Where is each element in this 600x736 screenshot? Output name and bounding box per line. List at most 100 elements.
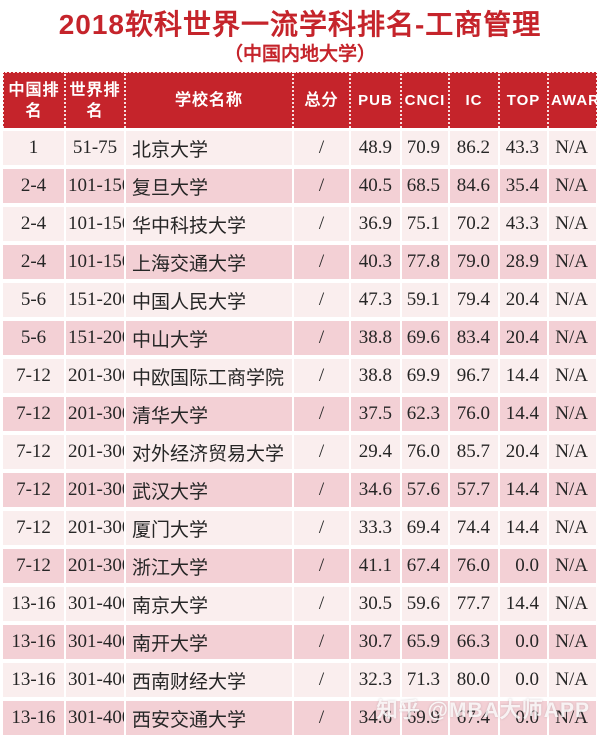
col-header-top: TOP <box>499 71 549 131</box>
cell-pub: 34.6 <box>350 471 402 511</box>
cell-cn-rank: 13-16 <box>3 585 66 625</box>
table-row: 2-4 101-150 上海交通大学/40.3 77.8 79.0 28.9 N/A <box>3 243 598 283</box>
cell-world-rank: 151-200 <box>65 281 126 321</box>
header-row: 中国排名 世界排名 学校名称 总分 PUB CNCI IC TOP AWARD <box>2 71 600 131</box>
table-row: 2-4 101-150 华中科技大学/36.9 75.1 70.2 43.3 N/A <box>3 205 598 245</box>
cell-award: N/A <box>548 471 598 511</box>
cell-top: 14.4 <box>499 357 549 397</box>
page-subtitle: （中国内地大学） <box>223 44 376 65</box>
cell-cnci: 59.6 <box>401 585 450 625</box>
cell-top: 0.0 <box>499 547 549 587</box>
cell-cnci: 69.6 <box>401 319 450 359</box>
cell-school-name: 南京大学 <box>125 585 294 625</box>
cell-cnci: 76.0 <box>401 433 450 473</box>
cell-award: N/A <box>548 433 598 473</box>
cell-cn-rank: 7-12 <box>3 357 66 397</box>
col-header-cn-rank: 中国排名 <box>2 71 66 131</box>
cell-pub: 33.3 <box>350 509 402 549</box>
cell-cnci: 67.4 <box>401 547 450 587</box>
cell-pub: 29.4 <box>350 433 402 473</box>
cell-cn-rank: 7-12 <box>3 471 66 511</box>
table-row: 13-16 301-400 西安交通大学/34.6 69.9 67.4 0.0 N/A <box>3 699 598 736</box>
cell-cn-rank: 5-6 <box>3 319 66 359</box>
cell-total-score: / <box>293 319 351 359</box>
title-block: 2018软科世界一流学科排名-工商管理 （中国内地大学） <box>0 0 600 71</box>
cell-cn-rank: 7-12 <box>3 509 66 549</box>
cell-total-score: / <box>293 243 351 283</box>
table-row: 13-16 301-400 南开大学/30.7 65.9 66.3 0.0 N/A <box>3 623 598 663</box>
table-row: 7-12 201-300 清华大学/37.5 62.3 76.0 14.4 N/A <box>3 395 598 435</box>
cell-top: 43.3 <box>499 129 549 169</box>
cell-school-name: 中国人民大学 <box>125 281 294 321</box>
cell-award: N/A <box>548 661 598 701</box>
cell-total-score: / <box>293 281 351 321</box>
col-header-pub: PUB <box>350 71 402 131</box>
cell-cnci: 77.8 <box>401 243 450 283</box>
cell-ic: 66.3 <box>449 623 500 663</box>
cell-cnci: 62.3 <box>401 395 450 435</box>
cell-top: 28.9 <box>499 243 549 283</box>
cell-cn-rank: 2-4 <box>3 243 66 283</box>
cell-pub: 48.9 <box>350 129 402 169</box>
table-row: 5-6 151-200 中国人民大学/47.3 59.1 79.4 20.4 N/A <box>3 281 598 321</box>
cell-award: N/A <box>548 547 598 587</box>
cell-world-rank: 301-400 <box>65 661 126 701</box>
cell-award: N/A <box>548 129 598 169</box>
cell-world-rank: 301-400 <box>65 585 126 625</box>
cell-award: N/A <box>548 395 598 435</box>
col-header-ic: IC <box>449 71 500 131</box>
cell-top: 14.4 <box>499 471 549 511</box>
ranking-table-body: 1 51-75 北京大学/48.9 70.9 86.2 43.3 N/A 2-4 101-150… <box>3 129 598 736</box>
table-row: 7-12 201-300 对外经济贸易大学/29.4 76.0 85.7 20.4 N/A <box>3 433 598 473</box>
cell-cnci: 59.1 <box>401 281 450 321</box>
table-row: 2-4 101-150 复旦大学/40.5 68.5 84.6 35.4 N/A <box>3 167 598 207</box>
cell-pub: 30.5 <box>350 585 402 625</box>
col-header-total-score: 总分 <box>293 71 351 131</box>
cell-total-score: / <box>293 547 351 587</box>
cell-world-rank: 301-400 <box>65 623 126 663</box>
cell-total-score: / <box>293 623 351 663</box>
cell-school-name: 西南财经大学 <box>125 661 294 701</box>
cell-ic: 70.2 <box>449 205 500 245</box>
cell-top: 43.3 <box>499 205 549 245</box>
table-row: 13-16 301-400 南京大学/30.5 59.6 77.7 14.4 N/A <box>3 585 598 625</box>
table-row: 1 51-75 北京大学/48.9 70.9 86.2 43.3 N/A <box>3 129 598 169</box>
cell-pub: 34.6 <box>350 699 402 736</box>
cell-award: N/A <box>548 585 598 625</box>
cell-cn-rank: 2-4 <box>3 167 66 207</box>
cell-award: N/A <box>548 623 598 663</box>
cell-award: N/A <box>548 509 598 549</box>
cell-cnci: 65.9 <box>401 623 450 663</box>
cell-cnci: 71.3 <box>401 661 450 701</box>
cell-total-score: / <box>293 205 351 245</box>
cell-cn-rank: 13-16 <box>3 623 66 663</box>
cell-school-name: 南开大学 <box>125 623 294 663</box>
cell-top: 35.4 <box>499 167 549 207</box>
cell-ic: 80.0 <box>449 661 500 701</box>
table-row: 7-12 201-300 厦门大学/33.3 69.4 74.4 14.4 N/A <box>3 509 598 549</box>
cell-school-name: 武汉大学 <box>125 471 294 511</box>
cell-cn-rank: 2-4 <box>3 205 66 245</box>
cell-total-score: / <box>293 699 351 736</box>
cell-world-rank: 201-300 <box>65 395 126 435</box>
table-row: 7-12 201-300 浙江大学/41.1 67.4 76.0 0.0 N/A <box>3 547 598 587</box>
cell-award: N/A <box>548 699 598 736</box>
cell-school-name: 对外经济贸易大学 <box>125 433 294 473</box>
col-header-world-rank: 世界排名 <box>65 71 126 131</box>
cell-pub: 30.7 <box>350 623 402 663</box>
cell-world-rank: 201-300 <box>65 433 126 473</box>
cell-ic: 79.0 <box>449 243 500 283</box>
cell-school-name: 北京大学 <box>125 129 294 169</box>
cell-total-score: / <box>293 129 351 169</box>
cell-total-score: / <box>293 585 351 625</box>
cell-pub: 37.5 <box>350 395 402 435</box>
cell-award: N/A <box>548 243 598 283</box>
cell-world-rank: 301-400 <box>65 699 126 736</box>
cell-total-score: / <box>293 471 351 511</box>
cell-top: 0.0 <box>499 699 549 736</box>
table-header: 中国排名 世界排名 学校名称 总分 PUB CNCI IC TOP AWARD <box>2 71 600 131</box>
cell-total-score: / <box>293 167 351 207</box>
cell-ic: 57.7 <box>449 471 500 511</box>
cell-cnci: 57.6 <box>401 471 450 511</box>
